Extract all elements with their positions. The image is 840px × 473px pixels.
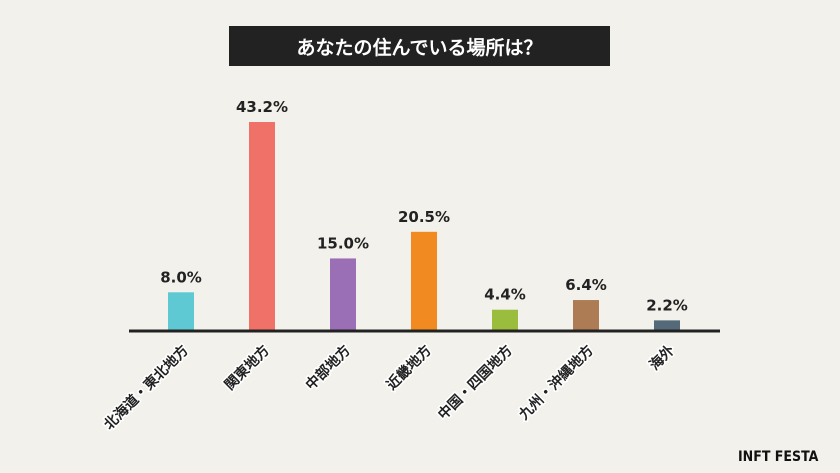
- data-label: 6.4%: [565, 276, 607, 294]
- data-label: 43.2%: [236, 98, 288, 116]
- data-label: 2.2%: [646, 296, 688, 314]
- tick-label: 関東地方: [221, 342, 273, 394]
- data-label: 8.0%: [160, 268, 202, 286]
- bar: [168, 292, 194, 331]
- data-label: 4.4%: [484, 286, 526, 304]
- bar: [249, 122, 275, 331]
- data-label: 20.5%: [398, 208, 450, 226]
- bar: [573, 300, 599, 331]
- bar: [492, 309, 518, 331]
- chart-title: あなたの住んでいる場所は？: [229, 26, 610, 66]
- bar: [411, 231, 437, 331]
- tick-label: 海外: [646, 342, 678, 374]
- bar: [654, 320, 680, 331]
- tick-label: 中部地方: [302, 342, 354, 394]
- logo: INFT FESTA: [738, 449, 819, 465]
- tick-label: 中国・四国地方: [435, 342, 516, 423]
- tick-label: 近畿地方: [383, 342, 435, 394]
- tick-label: 九州・沖縄地方: [515, 342, 597, 424]
- tick-label: 北海道・東北地方: [101, 342, 192, 433]
- bar: [330, 258, 356, 331]
- data-label: 15.0%: [317, 234, 369, 252]
